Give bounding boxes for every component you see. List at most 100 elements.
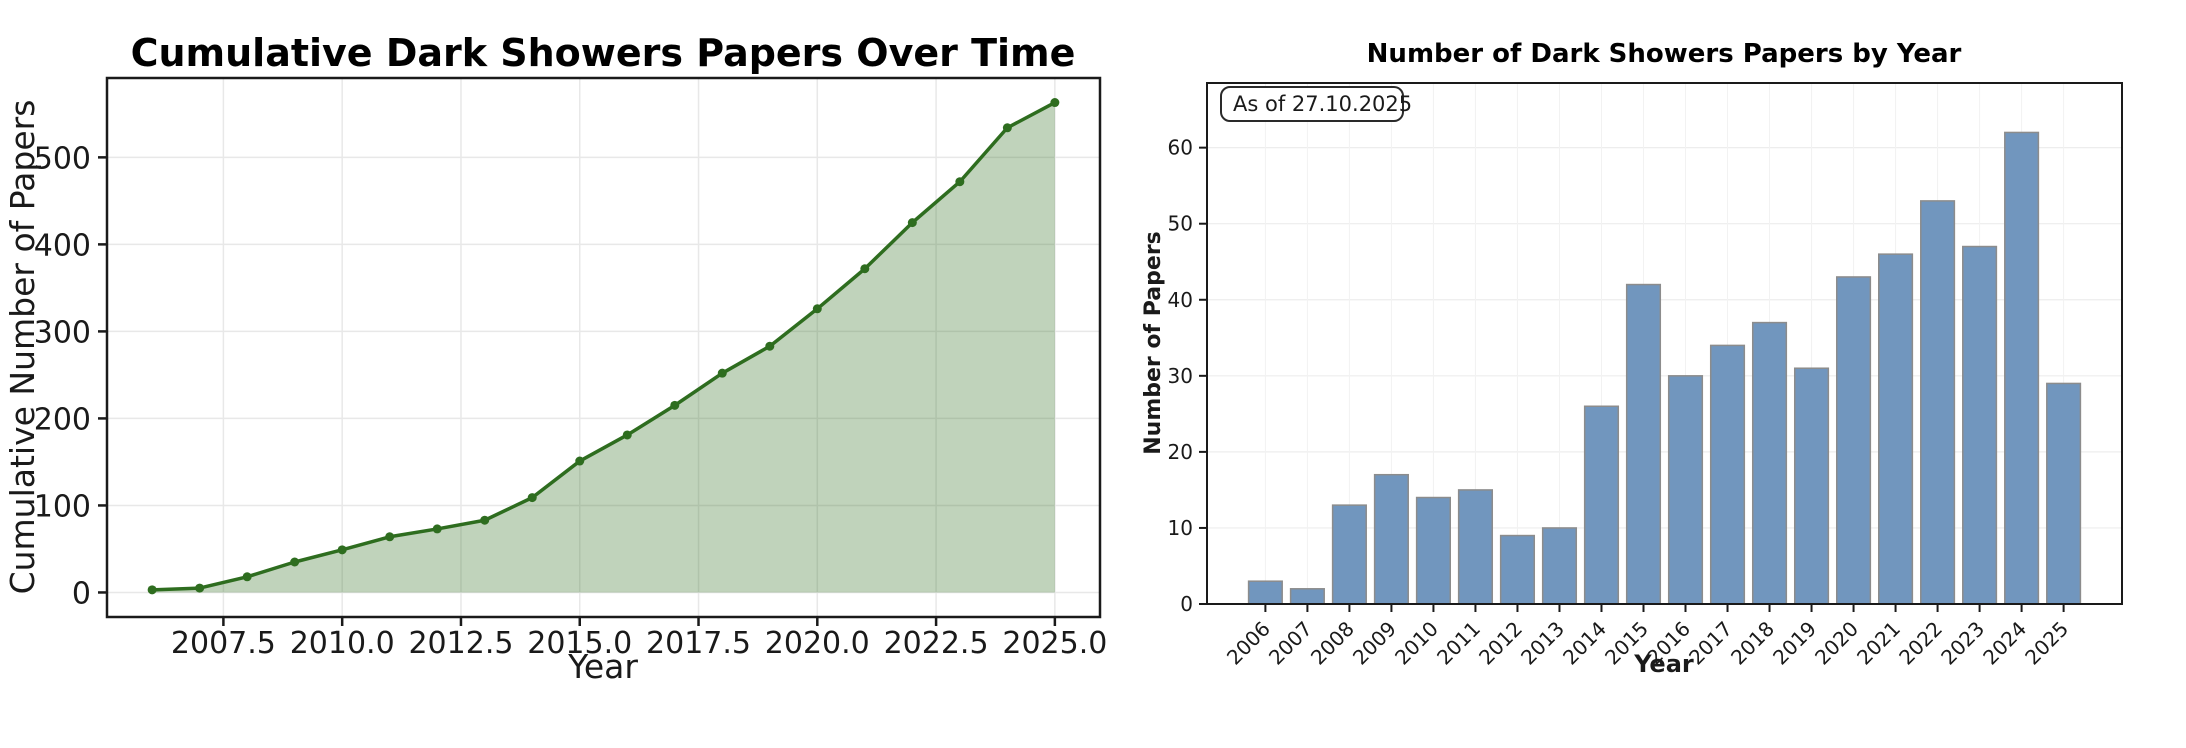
data-point bbox=[955, 177, 965, 187]
bar-2009 bbox=[1373, 473, 1409, 605]
x-tick-label: 2008 bbox=[1306, 617, 1359, 670]
bar-2007 bbox=[1289, 588, 1325, 605]
data-point bbox=[195, 583, 205, 593]
bars bbox=[1247, 131, 2082, 605]
bar-2019 bbox=[1793, 367, 1830, 605]
y-tick-labels: 0 10 20 30 40 50 60 bbox=[1168, 136, 1193, 616]
bar-2016 bbox=[1667, 375, 1704, 605]
y-tick-label: 0 bbox=[1180, 592, 1193, 616]
y-tick-label: 10 bbox=[1168, 516, 1193, 540]
x-tick-label: 2021 bbox=[1852, 617, 1905, 670]
data-point bbox=[812, 304, 822, 314]
bar-2024 bbox=[2004, 131, 2040, 605]
data-point bbox=[242, 572, 252, 582]
x-tick-label: 2015.0 bbox=[527, 626, 632, 661]
bar-2018 bbox=[1751, 321, 1788, 605]
x-tick-label: 2012 bbox=[1474, 617, 1527, 670]
data-point bbox=[290, 557, 300, 567]
y-tick-label: 500 bbox=[34, 141, 91, 176]
x-tick-label: 2022 bbox=[1894, 617, 1947, 670]
data-point bbox=[860, 264, 870, 274]
data-point bbox=[717, 368, 727, 378]
x-tick-label: 2012.5 bbox=[408, 626, 513, 661]
bar-2020 bbox=[1835, 276, 1872, 605]
axis-ticks bbox=[1199, 146, 2065, 612]
data-point bbox=[622, 430, 632, 440]
x-tick-label: 2019 bbox=[1768, 617, 1821, 670]
data-point bbox=[765, 341, 775, 351]
y-tick-label: 200 bbox=[34, 402, 91, 437]
bar-2013 bbox=[1541, 527, 1578, 605]
y-tick-labels: 0 100 200 300 400 500 bbox=[34, 141, 91, 611]
x-axis-label: Year bbox=[1633, 650, 1694, 678]
y-tick-label: 60 bbox=[1168, 136, 1193, 160]
plot-border bbox=[1206, 82, 2123, 605]
data-point bbox=[480, 515, 490, 525]
area-fill bbox=[152, 102, 1055, 593]
data-point bbox=[147, 585, 157, 595]
bar-2022 bbox=[1920, 200, 1956, 605]
x-tick-label: 2018 bbox=[1726, 617, 1779, 670]
bar-2012 bbox=[1499, 534, 1536, 605]
y-axis-label: Cumulative Number of Papers bbox=[3, 100, 42, 595]
bar-2023 bbox=[1962, 245, 1998, 605]
data-point bbox=[385, 532, 395, 542]
bar-2010 bbox=[1415, 496, 1451, 605]
data-point bbox=[527, 493, 537, 503]
x-tick-label: 2013 bbox=[1516, 617, 1569, 670]
bar-2011 bbox=[1457, 489, 1494, 605]
x-tick-labels: 2007.5 2010.0 2012.5 2015.0 2017.5 2020.0 2022… bbox=[171, 626, 1107, 661]
y-tick-label: 20 bbox=[1168, 440, 1193, 464]
chart-title: Number of Dark Showers Papers by Year bbox=[1367, 39, 1962, 69]
x-tick-label: 2023 bbox=[1936, 617, 1989, 670]
x-tick-label: 2025 bbox=[2020, 617, 2073, 670]
bar-2006 bbox=[1247, 580, 1283, 605]
bar-2025 bbox=[2046, 382, 2082, 605]
data-point bbox=[670, 400, 680, 410]
x-tick-label: 2025.0 bbox=[1002, 626, 1107, 661]
data-point bbox=[1050, 98, 1060, 108]
x-tick-label: 2020 bbox=[1810, 617, 1863, 670]
x-tick-label: 2011 bbox=[1432, 617, 1485, 670]
y-axis-label: Number of Papers bbox=[1141, 231, 1166, 455]
y-tick-label: 400 bbox=[34, 228, 91, 263]
x-tick-label: 2017.5 bbox=[646, 626, 751, 661]
bar-2017 bbox=[1709, 344, 1746, 605]
y-tick-label: 100 bbox=[34, 489, 91, 524]
axis-ticks bbox=[98, 156, 1057, 626]
x-tick-label: 2009 bbox=[1348, 617, 1401, 670]
y-tick-label: 0 bbox=[72, 576, 91, 611]
x-tick-label: 2010.0 bbox=[290, 626, 395, 661]
bar-2008 bbox=[1331, 504, 1367, 605]
data-point bbox=[1002, 123, 1012, 133]
x-tick-label: 2007.5 bbox=[171, 626, 276, 661]
y-tick-label: 300 bbox=[34, 315, 91, 350]
bar-2015 bbox=[1625, 283, 1662, 605]
annotation-text: As of 27.10.2025 bbox=[1233, 92, 1412, 116]
grid-lines bbox=[107, 78, 1100, 617]
papers-by-year-chart: 2006200720082009201020112012201320142015… bbox=[1141, 39, 2123, 678]
x-tick-label: 2014 bbox=[1558, 617, 1611, 670]
y-tick-label: 50 bbox=[1168, 212, 1193, 236]
x-tick-label: 2010 bbox=[1390, 617, 1443, 670]
x-tick-label: 2024 bbox=[1978, 617, 2031, 670]
data-point bbox=[432, 524, 442, 534]
y-tick-label: 40 bbox=[1168, 288, 1193, 312]
x-tick-label: 2007 bbox=[1264, 617, 1317, 670]
data-point bbox=[907, 218, 917, 228]
plot-border bbox=[105, 76, 1102, 619]
area-fill-path bbox=[152, 102, 1055, 593]
cumulative-line bbox=[147, 98, 1060, 595]
data-point bbox=[575, 456, 585, 466]
line-path bbox=[152, 100, 1056, 592]
x-axis-label: Year bbox=[567, 647, 638, 686]
data-point bbox=[337, 545, 347, 555]
x-tick-label: 2006 bbox=[1222, 617, 1275, 670]
x-tick-label: 2022.5 bbox=[884, 626, 989, 661]
x-tick-label: 2020.0 bbox=[765, 626, 870, 661]
bar-2014 bbox=[1583, 405, 1620, 605]
annotation-box bbox=[1220, 86, 1404, 122]
y-tick-label: 30 bbox=[1168, 364, 1193, 388]
chart-title: Cumulative Dark Showers Papers Over Time bbox=[131, 31, 1076, 75]
